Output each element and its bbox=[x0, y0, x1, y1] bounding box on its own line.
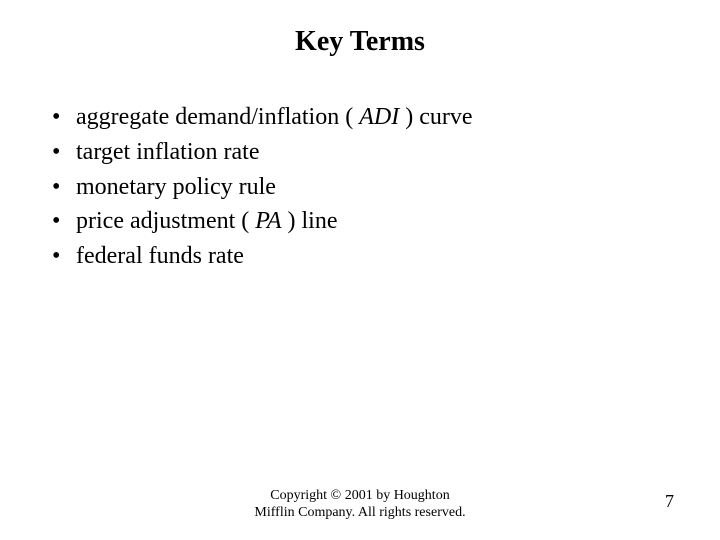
copyright-line-1: Copyright © 2001 by Houghton bbox=[0, 488, 720, 505]
term-text-pre: price adjustment ( bbox=[76, 208, 255, 234]
list-item: aggregate demand/inflation ( ADI ) curve bbox=[48, 100, 672, 135]
term-text-post: ) curve bbox=[399, 104, 472, 130]
term-text-pre: monetary policy rule bbox=[76, 174, 276, 200]
term-text-post: ) line bbox=[282, 208, 338, 234]
term-text-pre: aggregate demand/inflation ( bbox=[76, 104, 359, 130]
slide-title: Key Terms bbox=[0, 26, 720, 58]
copyright-footer: Copyright © 2001 by Houghton Mifflin Com… bbox=[0, 488, 720, 522]
key-terms-list: aggregate demand/inflation ( ADI ) curve… bbox=[48, 100, 672, 274]
term-text-em: ADI bbox=[359, 104, 399, 130]
term-text-pre: federal funds rate bbox=[76, 243, 244, 269]
list-item: target inflation rate bbox=[48, 135, 672, 170]
list-item: price adjustment ( PA ) line bbox=[48, 204, 672, 239]
list-item: federal funds rate bbox=[48, 239, 672, 274]
term-text-pre: target inflation rate bbox=[76, 139, 259, 165]
term-text-em: PA bbox=[255, 208, 281, 234]
page-number: 7 bbox=[665, 491, 674, 512]
slide: Key Terms aggregate demand/inflation ( A… bbox=[0, 0, 720, 540]
copyright-line-2: Mifflin Company. All rights reserved. bbox=[0, 505, 720, 522]
slide-body: aggregate demand/inflation ( ADI ) curve… bbox=[48, 100, 672, 274]
list-item: monetary policy rule bbox=[48, 170, 672, 205]
